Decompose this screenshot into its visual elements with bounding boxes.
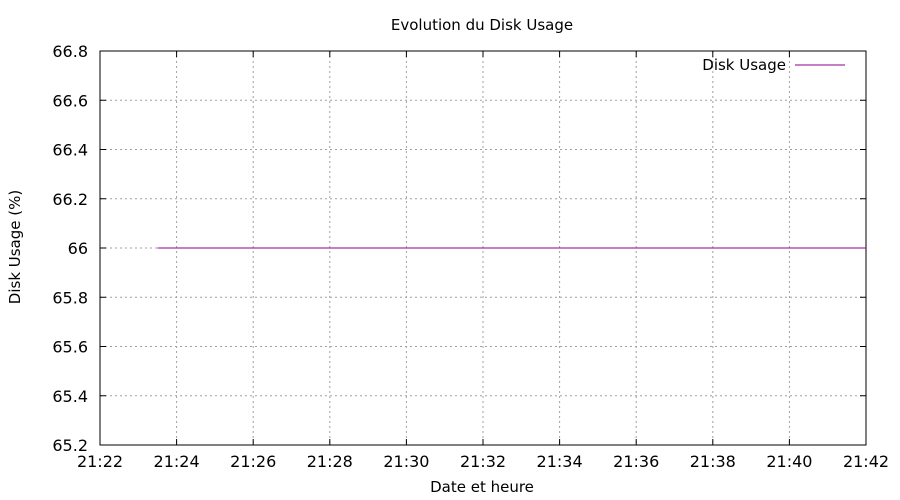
y-tick-label: 66.4: [52, 141, 88, 160]
chart-title: Evolution du Disk Usage: [391, 16, 573, 34]
y-tick-label: 66: [68, 239, 88, 258]
x-tick-label: 21:30: [383, 452, 429, 471]
y-tick-label: 65.2: [52, 436, 88, 455]
x-tick-label: 21:38: [690, 452, 736, 471]
y-axis-title: Disk Usage (%): [6, 190, 24, 304]
x-tick-label: 21:34: [537, 452, 583, 471]
y-tick-label: 66.6: [52, 91, 88, 110]
legend: Disk Usage: [702, 56, 845, 74]
y-tick-label: 65.8: [52, 288, 88, 307]
x-tick-label: 21:42: [843, 452, 889, 471]
legend-label: Disk Usage: [702, 56, 786, 74]
x-axis-title: Date et heure: [430, 478, 534, 496]
x-tick-label: 21:28: [307, 452, 353, 471]
y-tick-label: 65.4: [52, 387, 88, 406]
axis-ticks: 65.2 65.4 65.6 65.8 66 66.2 66.4 66.6 66.8 21:22 2…: [52, 42, 889, 471]
y-tick-label: 66.2: [52, 190, 88, 209]
x-tick-label: 21:36: [613, 452, 659, 471]
x-tick-label: 21:32: [460, 452, 506, 471]
y-tick-label: 66.8: [52, 42, 88, 61]
x-tick-label: 21:24: [154, 452, 200, 471]
y-tick-label: 65.6: [52, 338, 88, 357]
x-tick-label: 21:26: [230, 452, 276, 471]
x-tick-label: 21:40: [766, 452, 812, 471]
x-tick-label: 21:22: [77, 452, 123, 471]
